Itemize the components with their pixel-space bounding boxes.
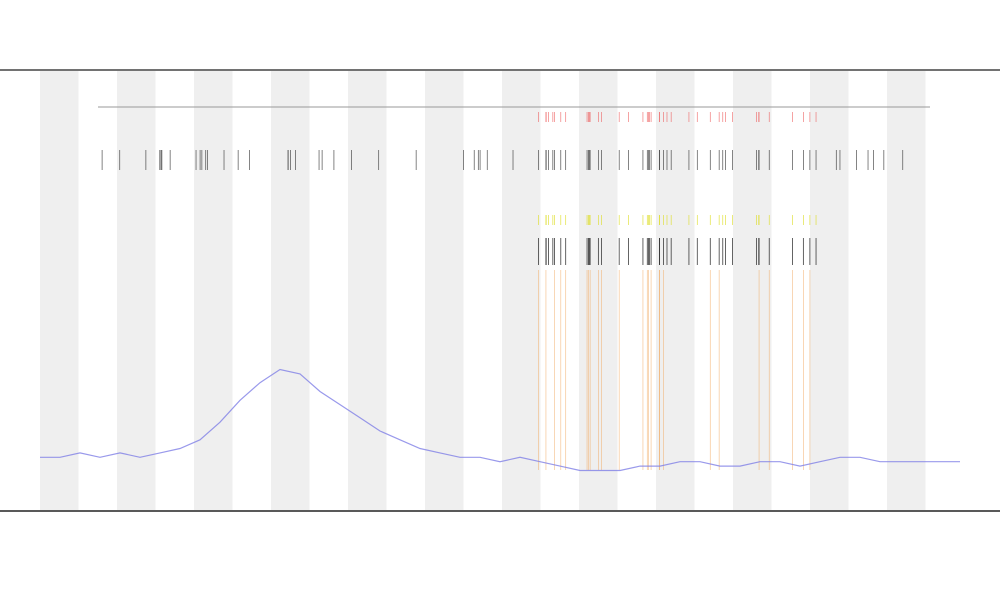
band <box>271 71 310 510</box>
band <box>425 71 464 510</box>
band <box>502 71 541 510</box>
band <box>40 71 79 510</box>
band <box>887 71 926 510</box>
band <box>348 71 387 510</box>
event-markers <box>101 112 904 470</box>
band <box>810 71 849 510</box>
band <box>656 71 695 510</box>
band <box>117 71 156 510</box>
band <box>194 71 233 510</box>
series-line <box>40 368 960 472</box>
band <box>733 71 772 510</box>
